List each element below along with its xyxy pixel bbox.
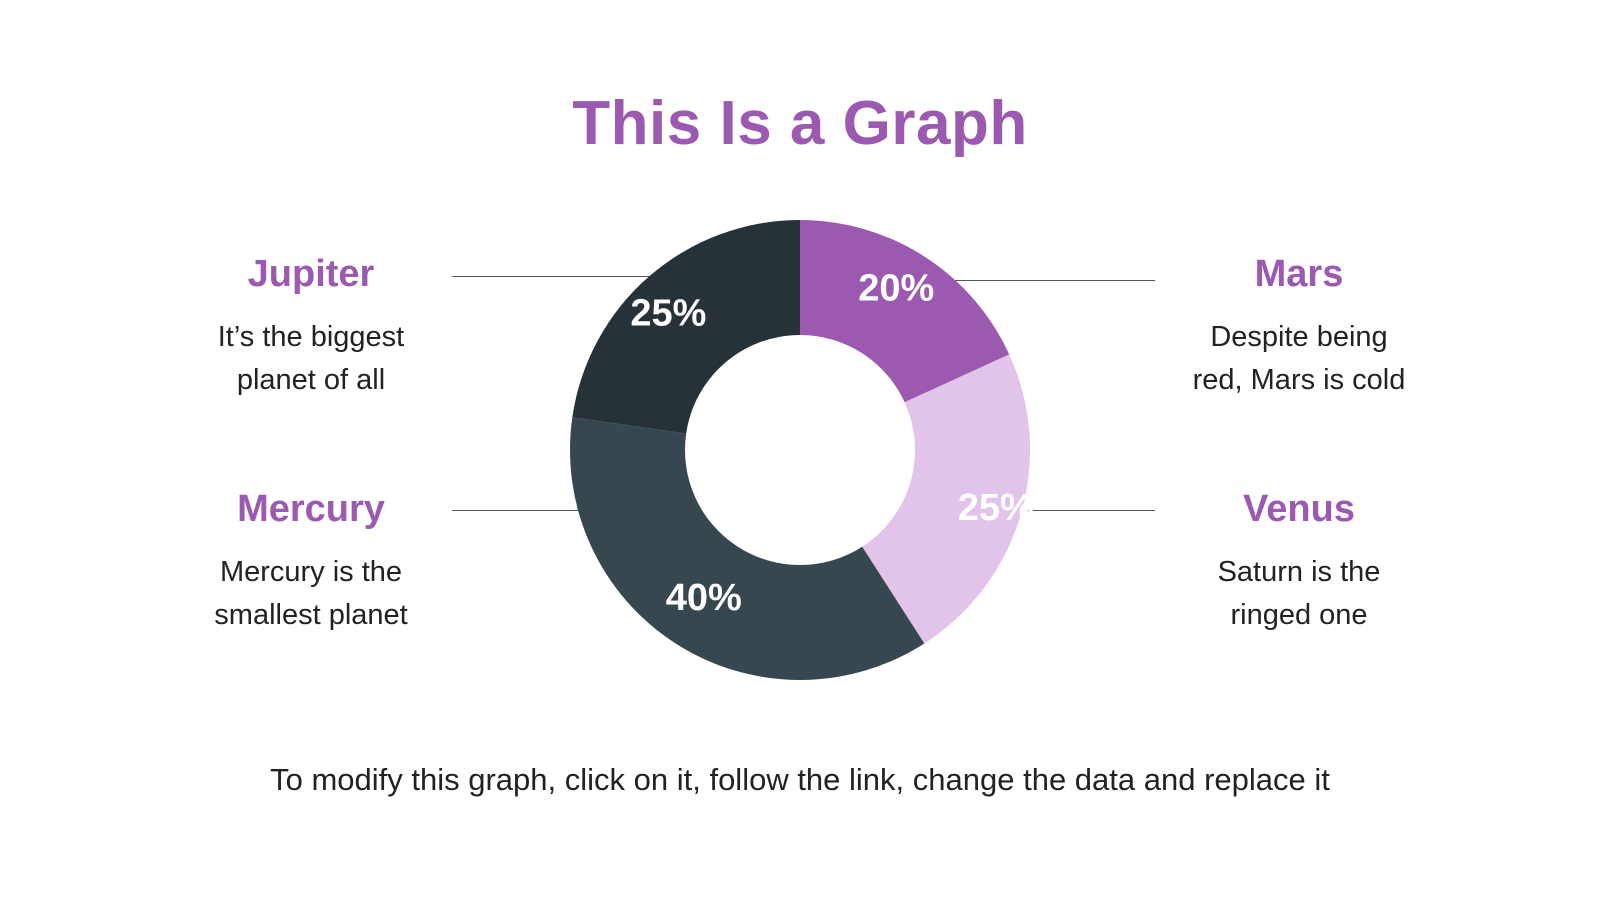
label-mars-desc-line1: Despite being [1210,320,1388,353]
donut-slices [570,220,1030,680]
label-jupiter-desc-line2: planet of all [236,363,386,396]
label-venus-desc: Saturn is the ringed one [1134,551,1464,637]
label-mars-desc: Despite being red, Mars is cold [1134,316,1464,402]
label-venus-name: Venus [1243,488,1355,530]
label-mercury-name: Mercury [237,488,385,530]
page-title: This Is a Graph [572,89,1028,158]
donut-slice-jupiter [572,220,800,434]
label-block-mars: Mars Despite being red, Mars is cold [1134,253,1464,402]
donut-label-mercury: 40% [666,577,742,619]
label-jupiter-desc: It’s the biggest planet of all [146,316,476,402]
label-mercury-desc-line1: Mercury is the [219,555,403,588]
connector-mercury [452,510,582,511]
footer-note: To modify this graph, click on it, follo… [270,762,1330,797]
donut-slice-mars [800,220,1010,403]
label-block-mercury: Mercury Mercury is the smallest planet [146,488,476,637]
donut-slice-venus [862,354,1030,644]
donut-slice-mercury [570,417,925,680]
label-venus-desc-line2: ringed one [1230,598,1368,631]
donut-label-jupiter: 25% [630,293,706,335]
connector-venus [1028,510,1155,511]
label-block-venus: Venus Saturn is the ringed one [1134,488,1464,637]
donut-slice-labels: 20% 25% 40% 25% [630,267,1033,618]
connector-mars [955,280,1155,281]
label-block-jupiter: Jupiter It’s the biggest planet of all [146,253,476,402]
donut-label-mars: 20% [858,267,934,309]
label-mars-desc-line2: red, Mars is cold [1192,363,1406,396]
label-jupiter-desc-line1: It’s the biggest [217,320,405,353]
label-mars-name: Mars [1254,253,1344,295]
donut-label-venus: 25% [958,487,1034,529]
label-venus-desc-line1: Saturn is the [1217,555,1381,588]
label-mercury-desc-line2: smallest planet [214,598,408,631]
label-jupiter-name: Jupiter [247,253,375,295]
connector-jupiter [452,276,652,277]
label-mercury-desc: Mercury is the smallest planet [146,551,476,637]
